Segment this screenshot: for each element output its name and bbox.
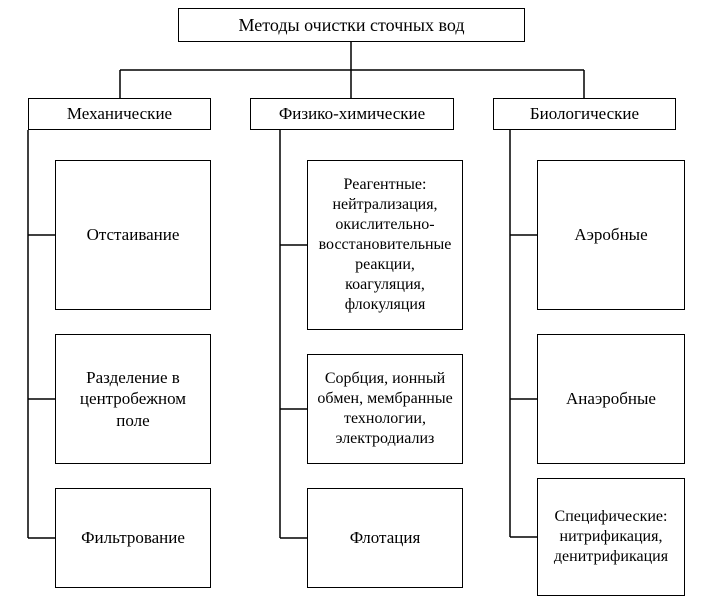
- item-physchem-0: Реагентные: нейтрализация, окислительно-…: [307, 160, 463, 330]
- tree-diagram: Методы очистки сточных вод Механические От…: [0, 0, 703, 611]
- item-mechanical-0: Отстаивание: [55, 160, 211, 310]
- item-biological-2: Специфиче­ские: нитри­фикация, денитри­ф…: [537, 478, 685, 596]
- item-biological-0: Аэробные: [537, 160, 685, 310]
- branch-header-biological: Биологические: [493, 98, 676, 130]
- branch-header-physchem: Физико-химические: [250, 98, 454, 130]
- item-mechanical-2: Фильтрование: [55, 488, 211, 588]
- item-physchem-2: Флотация: [307, 488, 463, 588]
- root-box: Методы очистки сточных вод: [178, 8, 525, 42]
- branch-header-mechanical: Механические: [28, 98, 211, 130]
- item-physchem-1: Сорбция, ионный обмен, мембранные технол…: [307, 354, 463, 464]
- item-biological-1: Анаэробные: [537, 334, 685, 464]
- item-mechanical-1: Разделение в центробеж­ном поле: [55, 334, 211, 464]
